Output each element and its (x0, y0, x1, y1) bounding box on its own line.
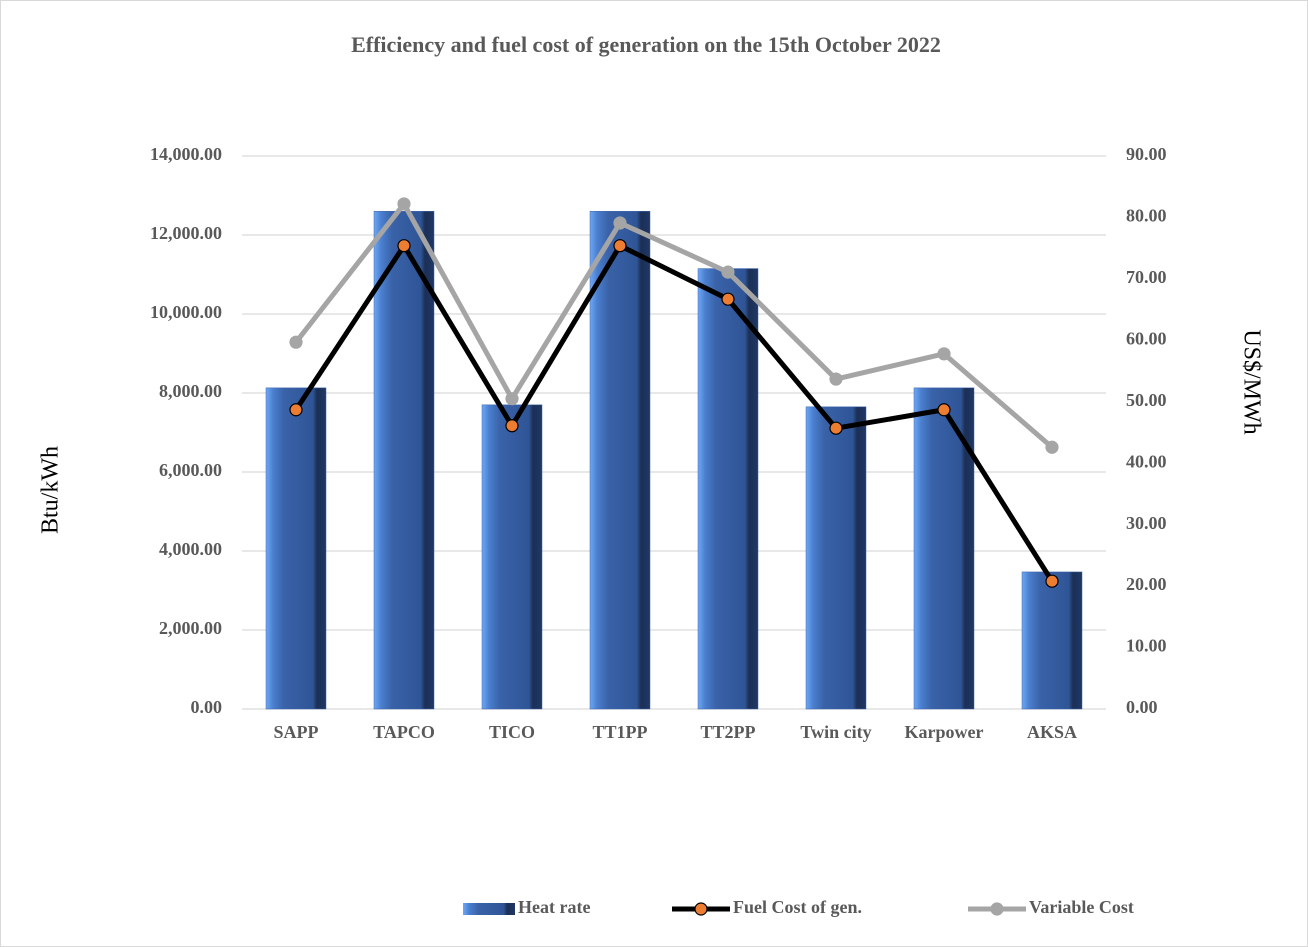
bar (805, 406, 867, 710)
y2-tick-label: 70.00 (1126, 267, 1167, 287)
y-tick-label: 12,000.00 (150, 223, 222, 243)
marker (613, 216, 627, 230)
y2-tick-label: 0.00 (1126, 697, 1158, 717)
y2-tick-label: 50.00 (1126, 390, 1167, 410)
marker (1045, 440, 1059, 454)
y-tick-label: 4,000.00 (159, 539, 222, 559)
marker (505, 392, 519, 406)
bar (373, 211, 435, 710)
legend-label: Fuel Cost of gen. (733, 897, 862, 917)
marker (505, 419, 519, 433)
marker (397, 239, 411, 253)
x-tick-label: TAPCO (373, 722, 435, 742)
y-tick-label: 0.00 (191, 697, 223, 717)
marker (721, 265, 735, 279)
legend-marker (990, 902, 1004, 916)
y-tick-label: 10,000.00 (150, 302, 222, 322)
y-axis-label: Btu/kWh (38, 446, 64, 534)
marker (397, 197, 411, 211)
marker (289, 335, 303, 349)
legend-marker (694, 902, 708, 916)
y2-tick-label: 20.00 (1126, 574, 1167, 594)
y2-tick-label: 40.00 (1126, 451, 1167, 471)
y2-tick-label: 90.00 (1126, 144, 1167, 164)
marker (1045, 574, 1059, 588)
y2-tick-label: 60.00 (1126, 328, 1167, 348)
bar (589, 211, 651, 710)
y2-axis-label: US$/MWh (1238, 329, 1264, 434)
x-tick-label: SAPP (274, 722, 319, 742)
bar (913, 387, 975, 710)
y2-tick-label: 30.00 (1126, 513, 1167, 533)
bar (1021, 571, 1083, 710)
marker (289, 403, 303, 417)
y-tick-label: 8,000.00 (159, 381, 222, 401)
bar (481, 404, 543, 710)
y-tick-label: 6,000.00 (159, 460, 222, 480)
marker (937, 347, 951, 361)
x-tick-label: TT1PP (592, 722, 647, 742)
legend-label: Heat rate (518, 897, 590, 917)
x-tick-label: Karpower (905, 722, 984, 742)
line (293, 243, 1055, 583)
y2-tick-label: 80.00 (1126, 206, 1167, 226)
marker (937, 403, 951, 417)
x-tick-label: AKSA (1027, 722, 1077, 742)
legend-label: Variable Cost (1029, 897, 1134, 917)
marker (721, 292, 735, 306)
y-tick-label: 2,000.00 (159, 618, 222, 638)
marker (613, 239, 627, 253)
bar (697, 268, 759, 710)
bar (265, 387, 327, 710)
x-tick-label: Twin city (800, 722, 871, 742)
x-tick-label: TT2PP (700, 722, 755, 742)
legend-swatch (463, 903, 515, 915)
x-tick-label: TICO (489, 722, 535, 742)
y2-tick-label: 10.00 (1126, 636, 1167, 656)
y-tick-label: 14,000.00 (150, 144, 222, 164)
marker (829, 372, 843, 386)
line (294, 201, 1054, 450)
marker (829, 421, 843, 435)
chart-title: Efficiency and fuel cost of generation o… (351, 32, 941, 57)
